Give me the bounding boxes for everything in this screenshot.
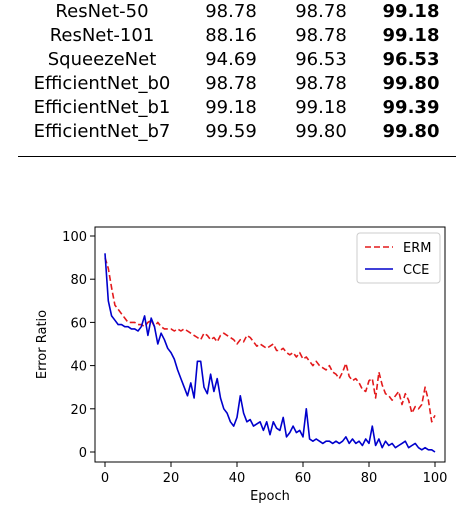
x-axis-label: Epoch bbox=[250, 489, 290, 504]
y-tick-label: 60 bbox=[70, 316, 87, 331]
x-tick-label: 40 bbox=[229, 471, 246, 486]
table-body: ResNet-50 98.78 98.78 99.18 ResNet-101 88.16 9… bbox=[18, 0, 456, 144]
legend-box bbox=[356, 232, 441, 284]
value-cell: 98.78 bbox=[295, 1, 347, 22]
value-cell: 98.78 bbox=[205, 73, 257, 94]
value-cell: 99.80 bbox=[382, 73, 440, 94]
value-cell: 96.53 bbox=[295, 49, 347, 70]
y-tick-label: 100 bbox=[62, 230, 87, 245]
y-tick-label: 80 bbox=[70, 273, 87, 288]
value-cell: 99.18 bbox=[205, 97, 257, 118]
value-cell: 94.69 bbox=[205, 49, 257, 70]
model-name-cell: EfficientNet_b1 bbox=[33, 97, 171, 118]
table-row: EfficientNet_b0 98.78 98.78 99.80 bbox=[18, 72, 456, 96]
table-row: ResNet-50 98.78 98.78 99.18 bbox=[18, 0, 456, 24]
value-cell: 99.80 bbox=[382, 121, 440, 142]
model-name-cell: ResNet-101 bbox=[49, 25, 155, 46]
value-cell: 99.59 bbox=[205, 121, 257, 142]
value-cell: 88.16 bbox=[205, 25, 257, 46]
y-tick-label: 0 bbox=[79, 446, 87, 461]
y-axis-label: Error Ratio bbox=[35, 310, 50, 379]
value-cell: 99.18 bbox=[295, 97, 347, 118]
results-table: ResNet-50 98.78 98.78 99.18 ResNet-101 88.16 9… bbox=[18, 0, 456, 144]
x-tick-label: 0 bbox=[101, 471, 109, 486]
value-cell: 98.78 bbox=[295, 73, 347, 94]
x-tick-label: 80 bbox=[361, 471, 378, 486]
x-tick-label: 100 bbox=[423, 471, 448, 486]
model-name-cell: EfficientNet_b7 bbox=[33, 121, 171, 142]
table-row: EfficientNet_b7 99.59 99.80 99.80 bbox=[18, 120, 456, 144]
y-tick-label: 20 bbox=[70, 403, 87, 418]
legend-label-cce: CCE bbox=[403, 263, 429, 278]
model-name-cell: ResNet-50 bbox=[55, 1, 149, 22]
series-line-cce bbox=[104, 253, 436, 453]
value-cell: 99.18 bbox=[382, 1, 440, 22]
value-cell: 96.53 bbox=[382, 49, 440, 70]
x-tick-label: 60 bbox=[295, 471, 312, 486]
legend-label-erm: ERM bbox=[403, 241, 431, 256]
table-row: SqueezeNet 94.69 96.53 96.53 bbox=[18, 48, 456, 72]
value-cell: 99.39 bbox=[382, 97, 440, 118]
value-cell: 99.80 bbox=[295, 121, 347, 142]
table-bottom-rule bbox=[18, 156, 456, 157]
x-tick-label: 20 bbox=[163, 471, 180, 486]
table-row: EfficientNet_b1 99.18 99.18 99.39 bbox=[18, 96, 456, 120]
series-line-erm bbox=[104, 257, 436, 423]
table-row: ResNet-101 88.16 98.78 99.18 bbox=[18, 24, 456, 48]
model-name-cell: SqueezeNet bbox=[47, 49, 157, 70]
value-cell: 98.78 bbox=[205, 1, 257, 22]
y-tick-label: 40 bbox=[70, 360, 87, 375]
value-cell: 98.78 bbox=[295, 25, 347, 46]
plot-frame bbox=[94, 226, 446, 463]
value-cell: 99.18 bbox=[382, 25, 440, 46]
model-name-cell: EfficientNet_b0 bbox=[33, 73, 171, 94]
